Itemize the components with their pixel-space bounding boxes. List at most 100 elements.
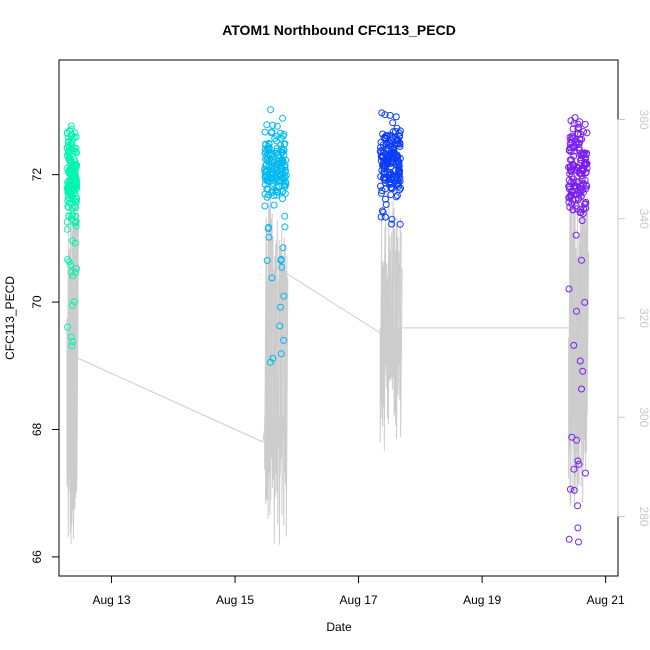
line-series bbox=[66, 169, 590, 545]
data-point bbox=[391, 149, 399, 157]
data-point bbox=[281, 212, 289, 220]
series-points bbox=[63, 122, 81, 350]
x-tick-label: Aug 19 bbox=[463, 593, 501, 607]
data-point bbox=[72, 148, 80, 156]
data-point bbox=[261, 168, 269, 176]
data-point bbox=[581, 176, 589, 184]
data-point bbox=[272, 170, 280, 178]
data-point bbox=[279, 159, 287, 166]
data-point bbox=[387, 191, 395, 199]
data-point bbox=[569, 188, 577, 196]
data-point bbox=[278, 263, 286, 271]
data-point bbox=[574, 130, 582, 138]
data-point bbox=[261, 202, 269, 210]
data-point bbox=[575, 144, 583, 151]
data-point bbox=[574, 125, 582, 133]
data-point bbox=[68, 190, 76, 198]
data-point bbox=[395, 161, 402, 168]
data-point bbox=[67, 122, 75, 130]
data-point bbox=[72, 144, 80, 152]
data-point bbox=[570, 486, 578, 494]
data-point bbox=[577, 150, 585, 158]
data-point bbox=[70, 167, 77, 174]
data-point bbox=[379, 130, 387, 138]
data-point bbox=[393, 192, 401, 199]
data-point bbox=[265, 162, 273, 170]
data-point bbox=[65, 212, 73, 220]
plot-frame bbox=[58, 59, 619, 577]
data-point bbox=[67, 333, 75, 341]
y2-tick-label: 320 bbox=[637, 308, 650, 328]
y-axis-label: CFC113_PECD bbox=[3, 276, 17, 360]
data-point bbox=[574, 164, 582, 172]
data-point bbox=[392, 128, 399, 135]
data-point bbox=[263, 257, 271, 264]
data-point bbox=[388, 220, 396, 228]
data-point bbox=[566, 133, 574, 141]
y-tick-label: 66 bbox=[30, 550, 44, 564]
data-point bbox=[383, 132, 391, 140]
data-point bbox=[65, 258, 73, 266]
data-point bbox=[378, 109, 386, 117]
data-point bbox=[73, 195, 81, 203]
data-point bbox=[279, 114, 287, 122]
data-point bbox=[71, 219, 79, 227]
data-point bbox=[261, 128, 269, 136]
data-point bbox=[64, 203, 72, 211]
y2-tick-label: 360 bbox=[637, 110, 650, 130]
data-point bbox=[64, 323, 72, 331]
data-point bbox=[394, 140, 402, 147]
data-point bbox=[574, 196, 582, 204]
data-point bbox=[279, 132, 287, 140]
data-point bbox=[277, 257, 285, 264]
data-point bbox=[575, 460, 583, 468]
data-point bbox=[581, 200, 589, 208]
data-point bbox=[569, 125, 577, 133]
data-point bbox=[278, 156, 286, 163]
data-point bbox=[72, 265, 80, 272]
data-point bbox=[578, 186, 586, 194]
data-point bbox=[264, 185, 272, 193]
data-point bbox=[388, 170, 396, 178]
y-tick-label: 70 bbox=[30, 295, 44, 309]
x-tick-label: Aug 15 bbox=[216, 593, 254, 607]
y-tick-label: 72 bbox=[30, 168, 44, 182]
data-point bbox=[68, 342, 76, 350]
data-point bbox=[277, 134, 285, 142]
data-point bbox=[277, 303, 284, 311]
data-point bbox=[389, 134, 397, 142]
data-point bbox=[578, 152, 586, 160]
data-point bbox=[574, 524, 582, 532]
data-point bbox=[394, 180, 402, 188]
data-point bbox=[565, 182, 573, 190]
data-point bbox=[377, 182, 384, 190]
data-point bbox=[571, 114, 579, 122]
x-tick-label: Aug 13 bbox=[92, 593, 130, 607]
y-tick-label: 68 bbox=[30, 422, 44, 436]
bottom-axis: Aug 13 Aug 15 Aug 17 Aug 19 Aug 21 bbox=[92, 575, 625, 607]
y2-tick-label: 300 bbox=[637, 407, 650, 427]
data-point bbox=[574, 457, 582, 465]
data-point bbox=[267, 106, 275, 114]
data-point bbox=[277, 149, 285, 156]
data-point bbox=[565, 146, 573, 154]
data-point bbox=[268, 162, 276, 170]
data-point bbox=[568, 132, 576, 140]
data-point bbox=[565, 285, 573, 293]
data-point bbox=[68, 301, 76, 309]
data-point bbox=[262, 155, 270, 163]
left-axis: 66 68 70 72 bbox=[30, 168, 60, 564]
data-point bbox=[378, 187, 386, 195]
right-axis-line-series bbox=[66, 169, 590, 545]
data-point bbox=[73, 178, 80, 186]
data-point bbox=[268, 174, 276, 182]
data-point bbox=[69, 136, 76, 144]
data-point bbox=[388, 133, 396, 141]
data-point bbox=[279, 244, 287, 252]
data-point bbox=[280, 292, 288, 300]
data-point bbox=[572, 231, 580, 239]
data-point bbox=[63, 184, 71, 192]
data-point bbox=[570, 178, 578, 186]
data-point bbox=[70, 298, 78, 306]
data-point bbox=[268, 128, 276, 136]
